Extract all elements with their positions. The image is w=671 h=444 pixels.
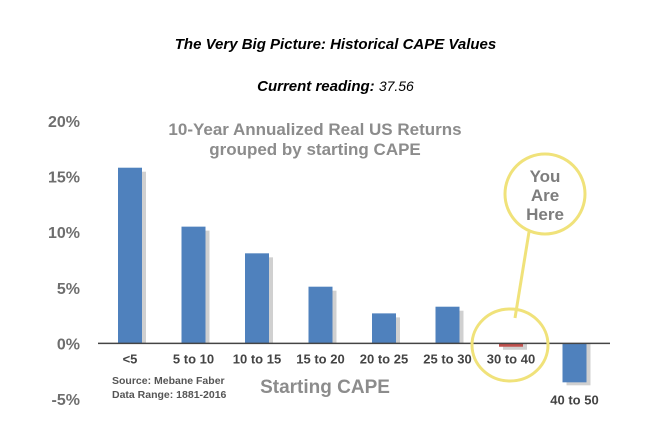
current-reading-label: Current reading: [257, 78, 375, 95]
x-tick-label: 40 to 50 [550, 392, 598, 407]
page-title: The Very Big Picture: Historical CAPE Va… [174, 36, 497, 53]
callout-line-3: Here [526, 205, 564, 224]
x-axis-ticks: <5 5 to 10 10 to 15 15 to 20 20 to 25 25 to 3… [123, 351, 599, 407]
x-axis-label: Starting CAPE [260, 377, 390, 398]
callout-line-1: You [530, 167, 561, 186]
bar-15-to-20 [308, 286, 333, 344]
bar-40-to-50 [562, 343, 587, 383]
y-tick-label: 0% [57, 336, 80, 353]
y-tick-label: 15% [48, 170, 80, 187]
chart-title-line2: grouped by starting CAPE [209, 140, 421, 159]
x-tick-label: 5 to 10 [173, 351, 214, 366]
chart-title: 10-Year Annualized Real US Returns [168, 120, 461, 139]
x-tick-label: 15 to 20 [296, 351, 344, 366]
bar-20-to-25 [372, 313, 396, 344]
x-tick-label: 30 to 40 [487, 351, 535, 366]
bars [118, 167, 591, 386]
bar-5 [118, 167, 142, 344]
x-tick-label: <5 [123, 351, 138, 366]
x-tick-label: 25 to 30 [423, 351, 471, 366]
bar-5-to-10 [181, 226, 206, 344]
callout-line-2: Are [531, 186, 559, 205]
source-line-2: Data Range: 1881-2016 [112, 389, 227, 401]
x-tick-label: 20 to 25 [360, 351, 408, 366]
bar-30-to-40 [499, 343, 523, 347]
current-reading-value: 37.56 [378, 78, 414, 94]
y-tick-label: 5% [57, 281, 80, 298]
source-line-1: Source: Mebane Faber [112, 375, 225, 387]
callout-pointer [513, 231, 531, 319]
current-reading: Current reading: 37.56 [0, 78, 671, 95]
y-axis-ticks: -5% 0% 5% 10% 15% 20% [48, 114, 80, 409]
callout-circle [503, 152, 587, 236]
highlight-ring [470, 307, 550, 383]
y-tick-label: -5% [52, 392, 80, 409]
y-tick-label: 20% [48, 114, 80, 131]
bar-10-to-15 [245, 253, 269, 344]
y-tick-label: 10% [48, 225, 80, 242]
x-tick-label: 10 to 15 [233, 351, 281, 366]
bar-25-to-30 [435, 306, 460, 344]
